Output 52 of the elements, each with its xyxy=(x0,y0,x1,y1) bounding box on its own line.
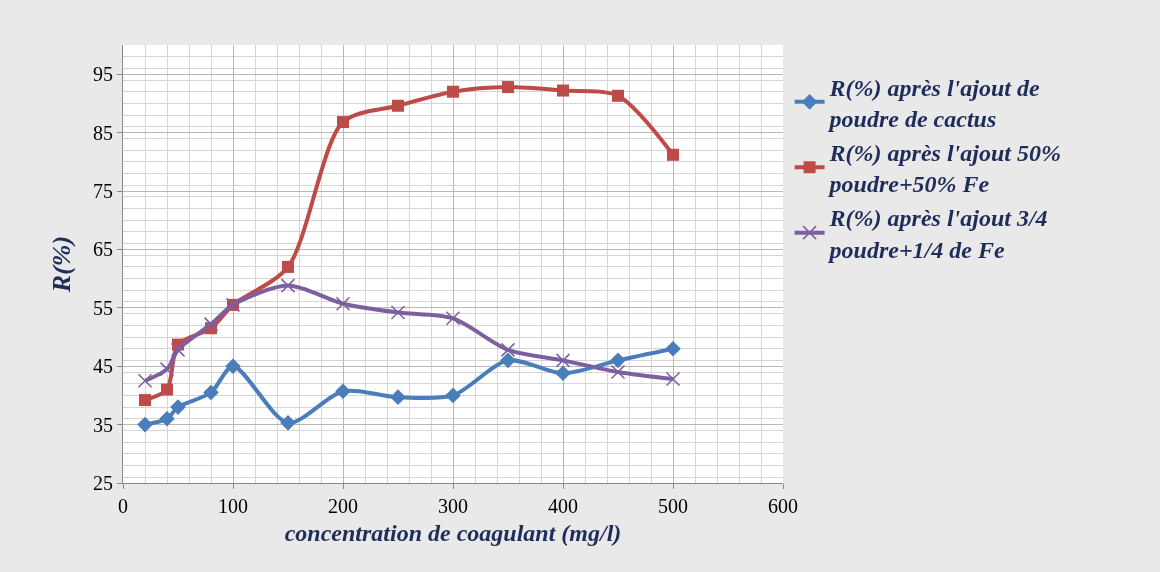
point xyxy=(137,373,153,389)
point xyxy=(555,353,571,368)
point xyxy=(161,383,173,396)
legend-label: R(%) après l'ajout 3/4 poudre+1/4 de Fe xyxy=(827,205,1048,263)
point xyxy=(555,365,571,382)
point xyxy=(665,340,681,357)
y-tick-label: 75 xyxy=(93,180,113,202)
point xyxy=(665,371,681,387)
x-tick-label: 0 xyxy=(118,495,128,517)
point xyxy=(500,342,516,358)
legend-label: R(%) après l'ajout 50% poudre+50% Fe xyxy=(827,140,1061,198)
y-axis-title: R(%) xyxy=(47,235,77,294)
point xyxy=(282,260,294,273)
point xyxy=(139,394,151,407)
x-tick-label: 500 xyxy=(658,495,688,517)
point xyxy=(137,416,153,433)
point xyxy=(170,399,186,415)
point xyxy=(610,364,626,380)
legend-label: R(%) après l'ajout de poudre de cactus xyxy=(827,74,1040,132)
point xyxy=(500,352,516,369)
point xyxy=(392,99,404,112)
point xyxy=(280,278,296,293)
y-tick-label: 55 xyxy=(93,296,113,319)
point xyxy=(335,296,351,311)
point xyxy=(203,384,219,401)
point xyxy=(335,383,351,400)
point xyxy=(280,415,296,431)
y-tick-label: 25 xyxy=(93,472,113,494)
point xyxy=(557,84,569,97)
x-tick-label: 400 xyxy=(548,495,578,517)
point xyxy=(610,352,626,369)
point xyxy=(159,410,175,427)
point xyxy=(502,81,514,94)
point xyxy=(612,89,624,102)
x-axis-title: concentration de coagulant (mg/l) xyxy=(284,520,622,547)
x-tick-label: 100 xyxy=(218,495,248,517)
point xyxy=(445,311,461,326)
point xyxy=(225,358,241,374)
y-tick-label: 95 xyxy=(93,63,113,86)
point xyxy=(390,305,406,320)
point xyxy=(337,116,349,129)
x-tick-label: 200 xyxy=(328,495,358,517)
y-tick-label: 85 xyxy=(93,121,113,144)
x-tick-label: 600 xyxy=(768,495,798,517)
y-tick-label: 35 xyxy=(93,413,113,436)
point xyxy=(667,148,679,161)
x-tick-label: 300 xyxy=(438,495,468,517)
point xyxy=(445,387,461,404)
y-tick-label: 45 xyxy=(93,355,113,378)
y-tick-label: 65 xyxy=(93,238,113,261)
point xyxy=(390,389,406,405)
point xyxy=(447,85,459,98)
